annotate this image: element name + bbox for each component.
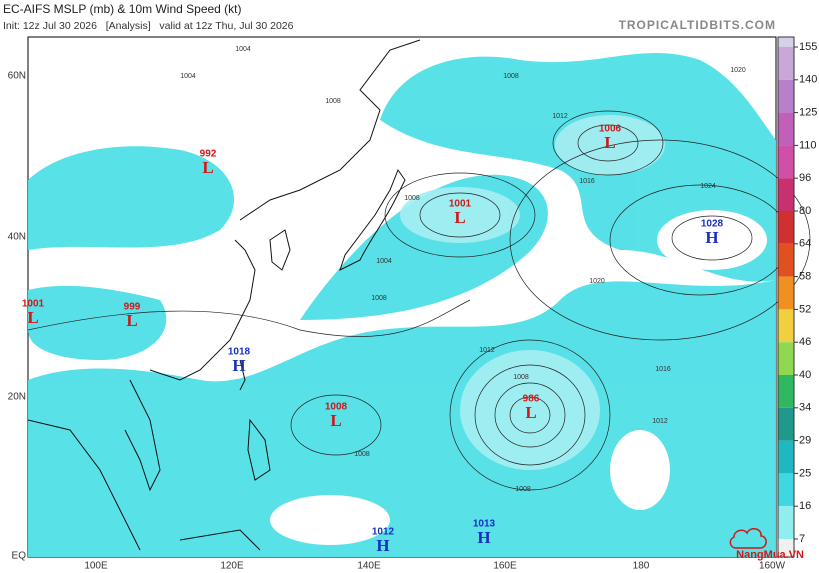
- center-letter: H: [232, 356, 245, 375]
- colorbar-label: 16: [799, 500, 811, 512]
- colorbar-label: 140: [799, 74, 817, 86]
- colorbar-segment: [778, 440, 794, 474]
- wind-shading-light: [400, 115, 665, 470]
- colorbar-segment: [778, 375, 794, 408]
- isobar-label: 1012: [652, 418, 668, 425]
- colorbar-label: 64: [799, 238, 811, 250]
- colorbar-segment: [778, 309, 794, 343]
- center-value: 1008: [325, 402, 348, 413]
- isobars: [27, 110, 811, 491]
- isobar-label: 1008: [354, 451, 370, 458]
- isobar-label: 1008: [371, 295, 387, 302]
- colorbar-frame: [777, 36, 795, 558]
- center-value: 986: [523, 394, 540, 405]
- colorbar-segment: [778, 178, 794, 211]
- center-letter: H: [376, 536, 389, 555]
- center-value: 1001: [22, 299, 45, 310]
- colorbar-segment: [778, 506, 794, 539]
- watermark: NangMua.VN: [736, 549, 804, 561]
- center-value: 1012: [372, 527, 395, 538]
- colorbar-label: 25: [799, 467, 811, 479]
- colorbar-segment: [778, 473, 794, 507]
- colorbar-label: 40: [799, 369, 811, 381]
- colorbar-segment: [778, 112, 794, 146]
- isobar-label: 1008: [503, 73, 519, 80]
- center-letter: L: [330, 411, 341, 430]
- colorbar-label: 34: [799, 402, 811, 414]
- coastlines: [27, 39, 421, 551]
- map-area: 1004 1008 1004 1008 1012 1016 1024 1020 1020 1016…: [22, 36, 811, 558]
- center-value: 1018: [228, 347, 251, 358]
- isobar-label: 1016: [655, 366, 671, 373]
- colorbar-label: 96: [799, 172, 811, 184]
- calm-areas: [270, 210, 767, 545]
- watermark-cloud: [729, 528, 767, 549]
- center-letter: L: [202, 158, 213, 177]
- title: EC-AIFS MSLP (mb) & 10m Wind Speed (kt): [3, 2, 242, 16]
- isobar-label: 1004: [180, 73, 196, 80]
- lon-label: 160W: [759, 561, 786, 572]
- colorbar-segment: [778, 243, 794, 277]
- isobar-label: 1004: [376, 258, 392, 265]
- colorbar-label: 155: [799, 41, 817, 53]
- colorbar-label: 110: [799, 139, 817, 151]
- center-value: 1001: [449, 199, 472, 210]
- colorbar: 155 140 125 110 96 80 64 58 52 46 40 34 29 25 16 7: [777, 36, 817, 558]
- colorbar-label: 7: [799, 533, 805, 545]
- colorbar-label: 46: [799, 336, 811, 348]
- isobar-label: 1008: [325, 98, 341, 105]
- center-value: 1006: [599, 124, 622, 135]
- lat-label: 20N: [8, 392, 26, 403]
- isobar-label: 1020: [730, 67, 746, 74]
- colorbar-label: 52: [799, 303, 811, 315]
- colorbar-segment: [778, 37, 794, 47]
- colorbar-segment: [778, 79, 794, 113]
- center-letter: L: [27, 308, 38, 327]
- center-letter: L: [126, 311, 137, 330]
- isobar-label: 1008: [513, 374, 529, 381]
- isobar-label: 1004: [235, 46, 251, 53]
- center-letter: L: [454, 208, 465, 227]
- isobar-label: 1016: [579, 178, 595, 185]
- lon-label: 180: [633, 561, 650, 572]
- colorbar-label: 80: [799, 205, 811, 217]
- isobar-label: 1008: [404, 195, 420, 202]
- center-letter: L: [525, 403, 536, 422]
- colorbar-segment: [778, 539, 794, 557]
- center-value: 999: [124, 302, 141, 313]
- colorbar-segment: [778, 407, 794, 441]
- center-value: 1013: [473, 519, 496, 530]
- isobar-label: 1008: [515, 486, 531, 493]
- lon-label: 100E: [84, 561, 108, 572]
- center-value: 1028: [701, 219, 724, 230]
- colorbar-label: 58: [799, 271, 811, 283]
- center-letter: L: [604, 133, 615, 152]
- site-name: TROPICALTIDBITS.COM: [619, 18, 776, 32]
- lon-label: 120E: [220, 561, 244, 572]
- isobar-label: 1012: [552, 113, 568, 120]
- lon-label: 160E: [493, 561, 517, 572]
- center-letter: H: [477, 528, 490, 547]
- isobar-label: 1020: [589, 278, 605, 285]
- lat-label: 40N: [8, 232, 26, 243]
- init-line: Init: 12z Jul 30 2026 [Analysis] valid a…: [3, 20, 294, 32]
- isobar-label: 1012: [479, 347, 495, 354]
- lat-label: 60N: [8, 71, 26, 82]
- colorbar-label: 29: [799, 435, 811, 447]
- colorbar-segment: [778, 276, 794, 310]
- isobar-label: 1024: [700, 183, 716, 190]
- center-value: 992: [200, 149, 217, 160]
- lat-label: EQ: [12, 551, 27, 562]
- lon-label: 140E: [357, 561, 381, 572]
- center-letter: H: [705, 228, 718, 247]
- colorbar-segment: [778, 211, 794, 244]
- colorbar-segment: [778, 342, 794, 375]
- colorbar-label: 125: [799, 107, 817, 119]
- colorbar-segment: [778, 47, 794, 80]
- colorbar-segment: [778, 145, 794, 179]
